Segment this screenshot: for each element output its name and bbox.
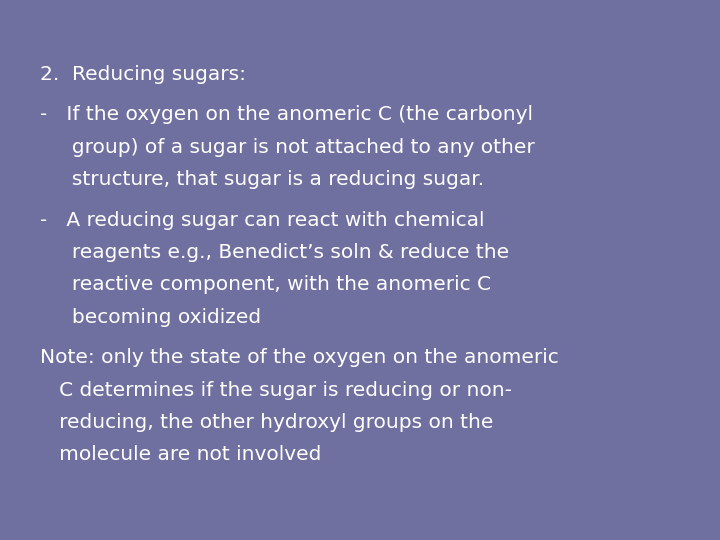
Text: Note: only the state of the oxygen on the anomeric: Note: only the state of the oxygen on th… <box>40 348 558 367</box>
Text: reducing, the other hydroxyl groups on the: reducing, the other hydroxyl groups on t… <box>40 413 493 432</box>
Text: C determines if the sugar is reducing or non-: C determines if the sugar is reducing or… <box>40 381 511 400</box>
Text: -   If the oxygen on the anomeric C (the carbonyl: - If the oxygen on the anomeric C (the c… <box>40 105 533 124</box>
Text: -   A reducing sugar can react with chemical: - A reducing sugar can react with chemic… <box>40 211 484 229</box>
Text: 2.  Reducing sugars:: 2. Reducing sugars: <box>40 65 246 84</box>
Text: reactive component, with the anomeric C: reactive component, with the anomeric C <box>40 275 490 294</box>
Text: group) of a sugar is not attached to any other: group) of a sugar is not attached to any… <box>40 138 534 157</box>
Text: structure, that sugar is a reducing sugar.: structure, that sugar is a reducing suga… <box>40 170 484 189</box>
Text: reagents e.g., Benedict’s soln & reduce the: reagents e.g., Benedict’s soln & reduce … <box>40 243 509 262</box>
Text: molecule are not involved: molecule are not involved <box>40 446 321 464</box>
Text: becoming oxidized: becoming oxidized <box>40 308 261 327</box>
